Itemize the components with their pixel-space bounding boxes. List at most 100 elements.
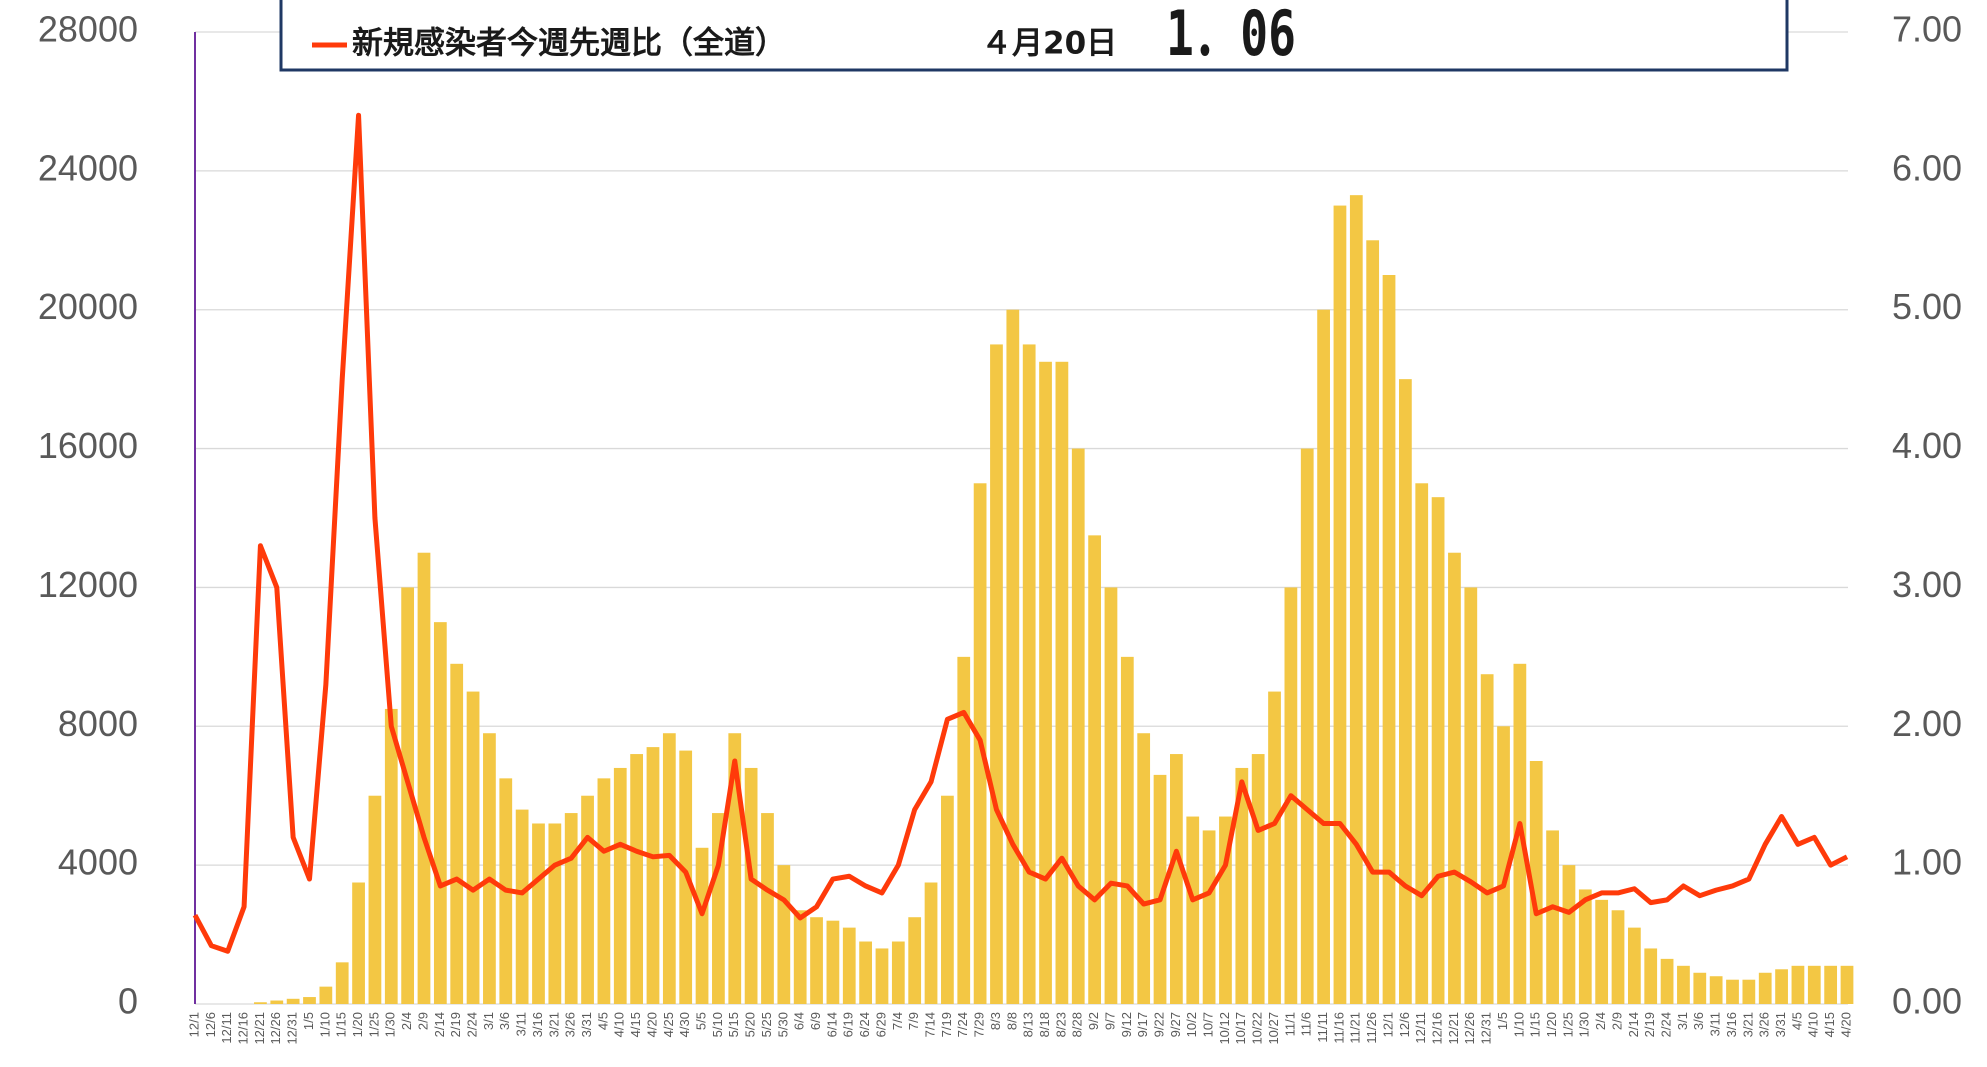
bar bbox=[1349, 195, 1363, 1004]
x-tick-label: 10/7 bbox=[1201, 1012, 1216, 1037]
x-tick-label: 4/10 bbox=[612, 1012, 627, 1037]
x-tick-label: 2/4 bbox=[1593, 1012, 1608, 1030]
x-tick-label: 4/25 bbox=[661, 1012, 676, 1037]
y-tick-label: 28000 bbox=[38, 9, 138, 50]
y-tick-label: 24000 bbox=[38, 147, 138, 188]
x-tick-label: 7/19 bbox=[939, 1012, 954, 1037]
bar bbox=[1791, 965, 1805, 1004]
bar bbox=[1775, 969, 1788, 1004]
x-tick-label: 5/15 bbox=[726, 1012, 741, 1037]
y-tick-label: 0 bbox=[118, 981, 138, 1022]
bar bbox=[384, 708, 398, 1004]
bar bbox=[1464, 587, 1478, 1004]
x-tick-label: 1/10 bbox=[317, 1012, 332, 1037]
x-tick-label: 11/6 bbox=[1299, 1012, 1314, 1036]
y2-tick-label: 7.00 bbox=[1892, 9, 1962, 50]
x-tick-label: 1/15 bbox=[334, 1012, 349, 1037]
x-tick-label: 8/18 bbox=[1037, 1012, 1052, 1037]
bar bbox=[1382, 275, 1396, 1004]
bar bbox=[401, 587, 415, 1004]
x-tick-label: 8/23 bbox=[1053, 1012, 1068, 1037]
bar bbox=[417, 552, 431, 1004]
y-tick-label: 16000 bbox=[38, 425, 138, 466]
legend-label: 新規感染者今週先週比（全道） bbox=[352, 26, 786, 62]
x-tick-label: 12/16 bbox=[236, 1012, 251, 1045]
bar bbox=[793, 910, 807, 1004]
bar bbox=[270, 1000, 284, 1004]
x-tick-label: 3/26 bbox=[563, 1012, 578, 1037]
bar bbox=[826, 920, 840, 1004]
bar bbox=[1055, 361, 1069, 1004]
bar bbox=[662, 733, 676, 1004]
x-tick-label: 12/6 bbox=[203, 1012, 218, 1037]
bar bbox=[532, 823, 545, 1004]
x-tick-label: 12/21 bbox=[1446, 1012, 1461, 1045]
bar bbox=[1660, 958, 1674, 1004]
bar bbox=[1120, 656, 1134, 1004]
bar bbox=[941, 795, 954, 1004]
x-tick-label: 7/14 bbox=[922, 1012, 937, 1037]
lines bbox=[192, 112, 1849, 954]
bar bbox=[1366, 240, 1380, 1005]
bar bbox=[1578, 889, 1592, 1004]
bar bbox=[1235, 767, 1249, 1004]
x-tick-label: 3/21 bbox=[546, 1012, 561, 1037]
x-tick-label: 2/19 bbox=[1642, 1012, 1657, 1037]
x-tick-label: 1/25 bbox=[366, 1012, 381, 1037]
legend-date: ４月20日 bbox=[981, 26, 1117, 62]
x-tick-label: 12/1 bbox=[1380, 1012, 1395, 1037]
bar bbox=[924, 882, 938, 1004]
x-tick-label: 2/19 bbox=[448, 1012, 463, 1037]
x-tick-label: 3/31 bbox=[579, 1012, 594, 1037]
x-tick-label: 11/21 bbox=[1348, 1012, 1363, 1044]
bar bbox=[761, 813, 774, 1004]
bar bbox=[1562, 865, 1576, 1004]
bar bbox=[1317, 309, 1330, 1004]
y-tick-label: 12000 bbox=[38, 564, 138, 605]
bar bbox=[548, 823, 562, 1004]
x-tick-label: 8/3 bbox=[988, 1012, 1003, 1030]
x-tick-label: 4/5 bbox=[1789, 1012, 1804, 1030]
bar bbox=[1071, 448, 1085, 1005]
bar bbox=[1251, 754, 1265, 1004]
bar bbox=[777, 865, 791, 1004]
bar bbox=[1709, 976, 1723, 1004]
x-tick-label: 10/2 bbox=[1184, 1012, 1199, 1037]
bar bbox=[1546, 830, 1559, 1004]
x-tick-label: 3/6 bbox=[1691, 1012, 1706, 1030]
x-tick-label: 4/20 bbox=[1838, 1012, 1853, 1037]
bar bbox=[1644, 948, 1658, 1004]
x-tick-label: 1/20 bbox=[1544, 1012, 1559, 1037]
x-tick-label: 10/22 bbox=[1250, 1012, 1265, 1045]
bar bbox=[1088, 535, 1101, 1004]
bar bbox=[368, 795, 382, 1004]
bar bbox=[1431, 497, 1445, 1004]
x-tick-label: 6/14 bbox=[824, 1012, 839, 1037]
x-tick-label: 3/16 bbox=[1724, 1012, 1739, 1037]
x-tick-label: 2/9 bbox=[415, 1012, 430, 1030]
bar bbox=[335, 962, 349, 1004]
bar bbox=[352, 882, 365, 1004]
x-tick-label: 10/17 bbox=[1233, 1012, 1248, 1045]
bar bbox=[1840, 965, 1854, 1004]
bars bbox=[254, 195, 1854, 1005]
x-tick-label: 9/22 bbox=[1151, 1012, 1166, 1037]
bar bbox=[957, 656, 971, 1004]
x-tick-label: 2/24 bbox=[1659, 1012, 1674, 1037]
bar bbox=[1268, 691, 1281, 1004]
bar bbox=[1153, 774, 1167, 1004]
x-tick-label: 1/15 bbox=[1528, 1012, 1543, 1037]
x-tick-label: 3/11 bbox=[1708, 1012, 1723, 1036]
bar bbox=[842, 927, 856, 1004]
x-tick-label: 3/6 bbox=[497, 1012, 512, 1030]
bar bbox=[1497, 726, 1510, 1004]
bar bbox=[875, 948, 889, 1004]
x-tick-label: 12/26 bbox=[268, 1012, 283, 1045]
x-tick-label: 3/21 bbox=[1740, 1012, 1755, 1037]
bar bbox=[810, 917, 823, 1004]
bar bbox=[1300, 448, 1314, 1005]
x-tick-label: 1/20 bbox=[350, 1012, 365, 1037]
bar bbox=[1742, 979, 1756, 1004]
x-tick-label: 1/30 bbox=[383, 1012, 398, 1037]
y-tick-label: 4000 bbox=[58, 842, 138, 883]
